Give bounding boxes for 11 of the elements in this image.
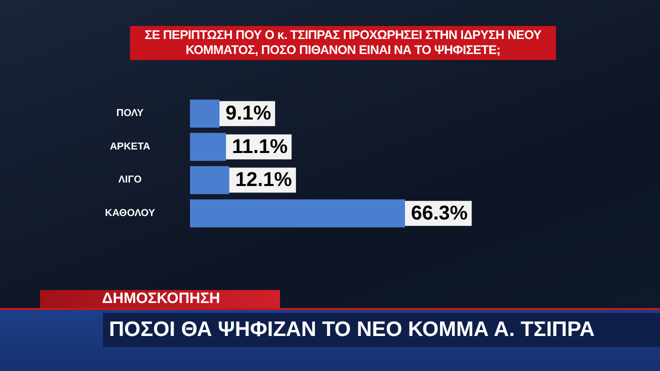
data-label: 12.1%	[235, 169, 292, 192]
y-tick-label: ΚΑΘΟΛΟΥ	[104, 208, 156, 219]
data-label: 11.1%	[232, 136, 288, 158]
data-label: 66.3%	[411, 202, 468, 224]
y-tick-label: ΠΟΛΥ	[116, 108, 144, 120]
data-label: 9.1%	[226, 102, 272, 125]
y-tick-label: ΛΙΓΟ	[118, 174, 142, 186]
text: ΔΗΜΟΣΚΟΠΗΣΗ	[40, 290, 280, 308]
chart-title: ΣΕ ΠΕΡΙΠΤΩΣΗ ΠΟΥ Ο κ. ΤΣΙΠΡΑΣ ΠΡΟΧΩΡΗΣΕΙ ΣΤΗΝ ΙΔΡΥΣΗ ΝΕΟΥ ΚΟΜΜΑΤΟΣ, ΠΟΣΟ ΠΙΘΑΝΟΝ ΕΙΝΑΙ ΝΑ ΤΟ ΨΗΦΙΣΕΤΕ;	[130, 26, 556, 60]
text: ΠΟΣΟΙ ΘΑ ΨΗΦΙΖΑΝ ΤΟ ΝΕΟ ΚΟΜΜΑ Α. ΤΣΙΠΡΑ	[103, 313, 660, 347]
y-tick-label: ΑΡΚΕΤΑ	[110, 141, 150, 152]
